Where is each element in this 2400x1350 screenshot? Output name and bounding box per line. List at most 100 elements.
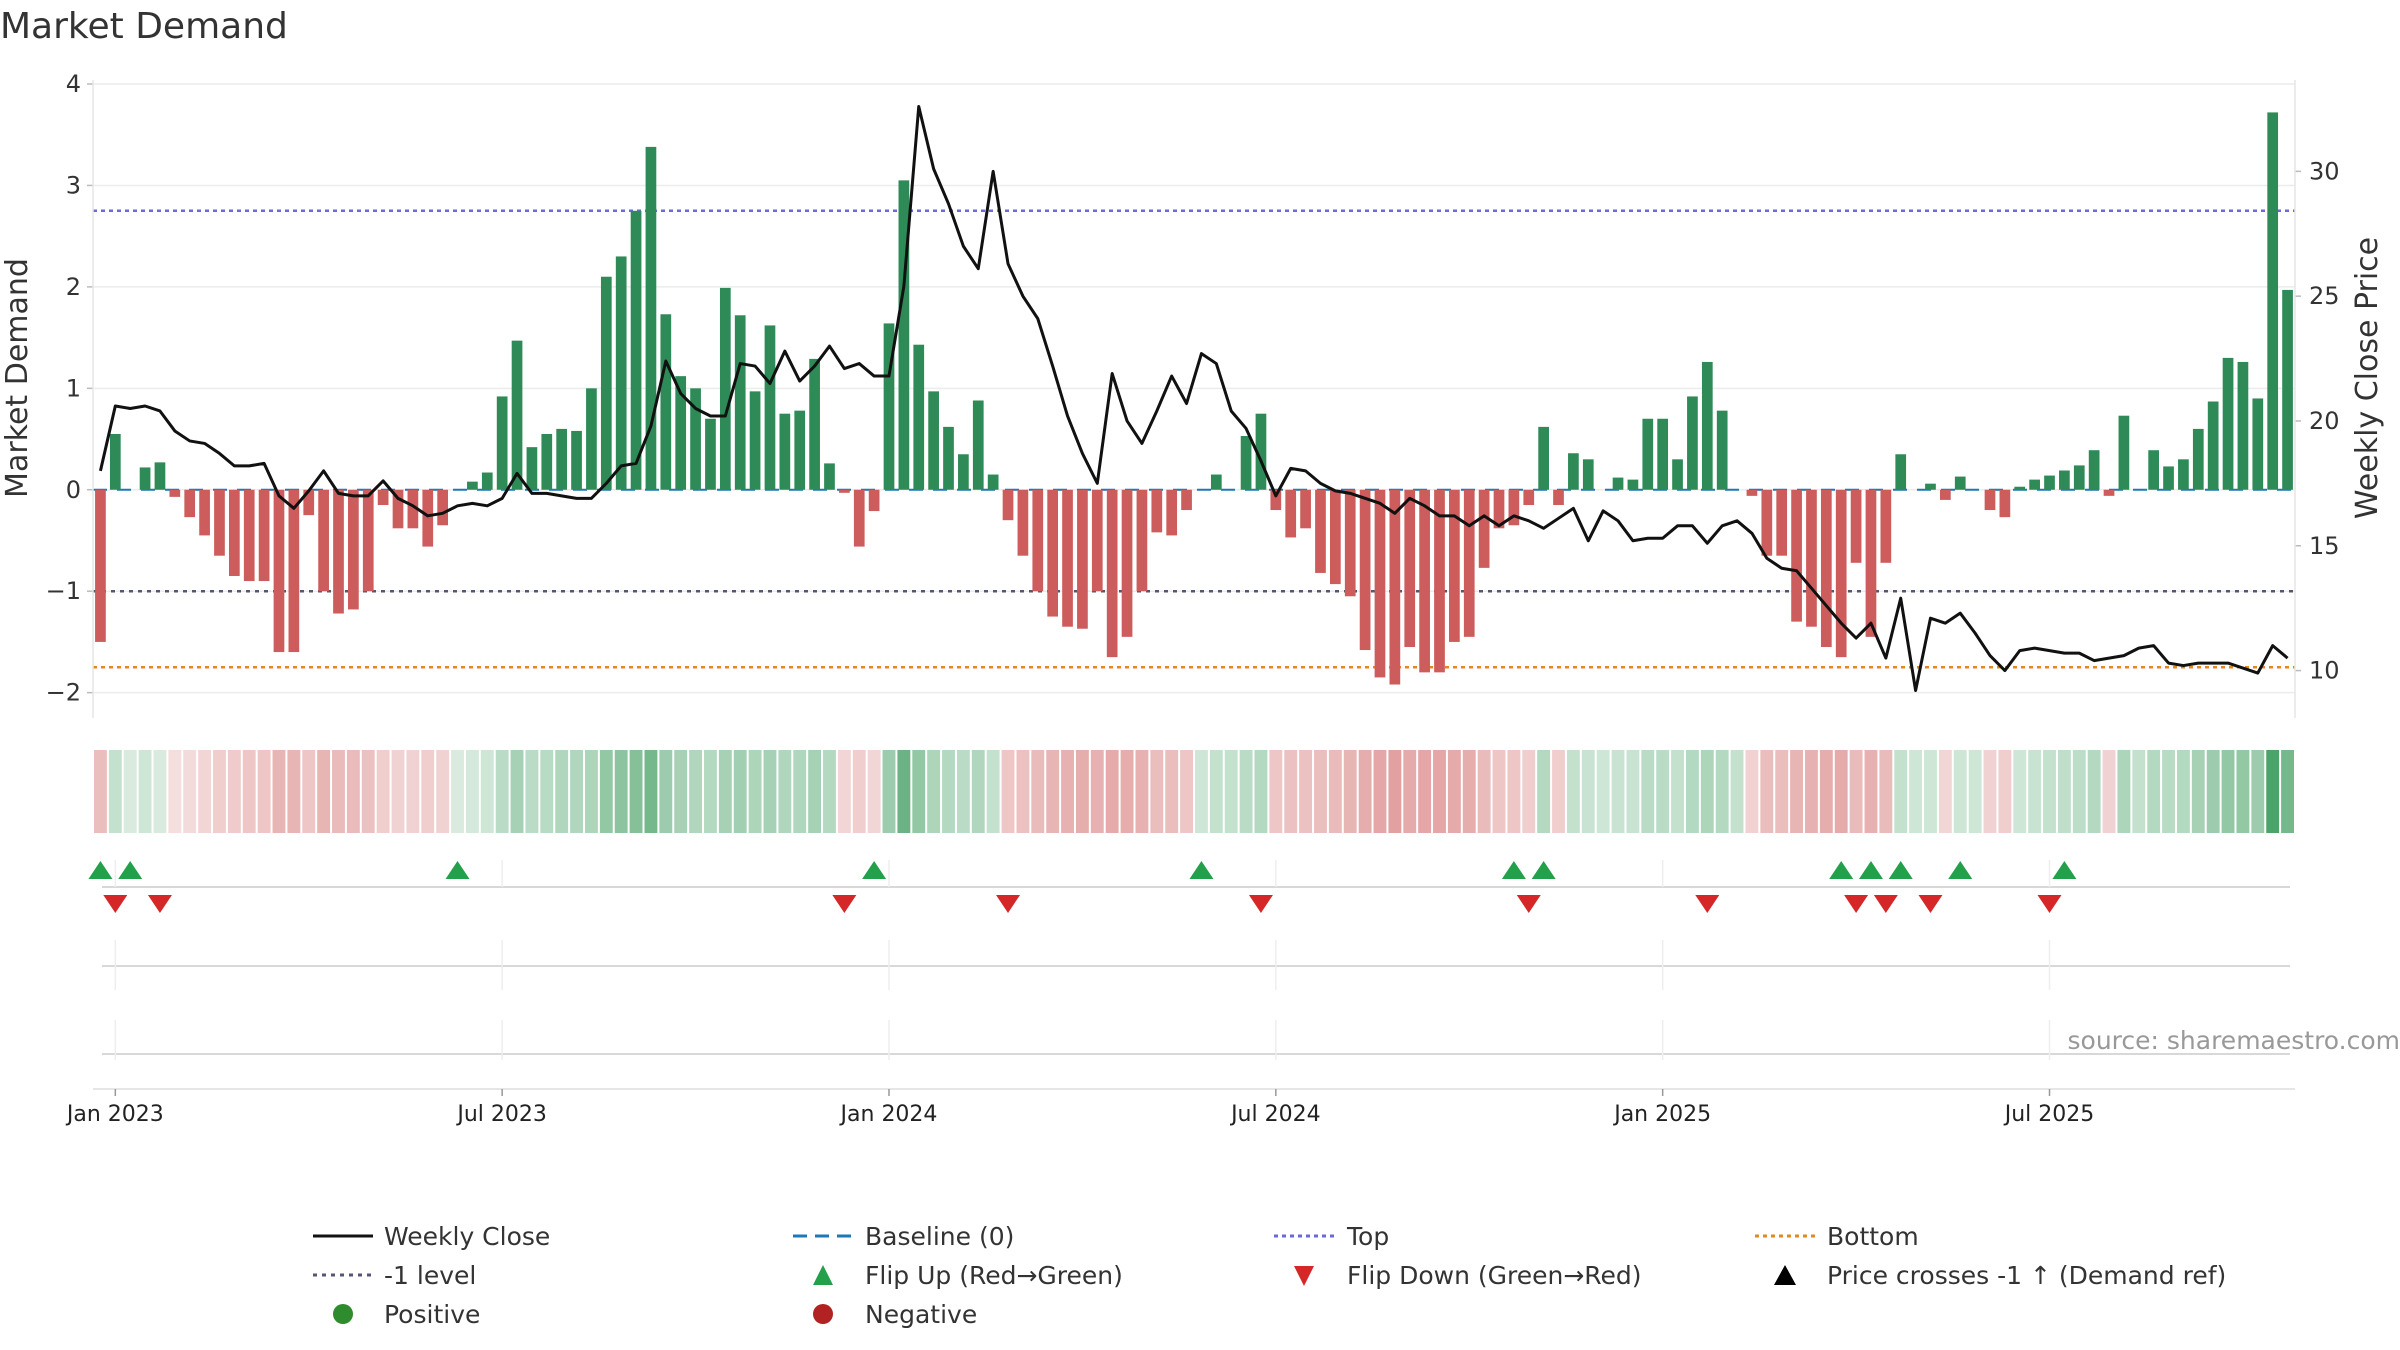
heat-cell: [1849, 750, 1863, 833]
demand-bar-positive: [2088, 450, 2100, 490]
heat-cell: [1105, 750, 1119, 833]
demand-bar-positive: [526, 447, 538, 490]
right-tick-label: 25: [2309, 282, 2340, 310]
demand-bar-positive: [2237, 361, 2249, 490]
heat-cell: [1031, 750, 1045, 833]
heat-cell: [1983, 750, 1997, 833]
heat-cell: [956, 750, 970, 833]
demand-bar-positive: [1954, 476, 1966, 490]
demand-bar-positive: [675, 376, 687, 490]
left-tick-label: 2: [66, 273, 81, 301]
heat-cell: [2266, 750, 2280, 833]
heat-cell: [406, 750, 420, 833]
demand-bar-negative: [1032, 489, 1044, 592]
left-axis-ticks: 4 3 2 1 0 −1 −2: [46, 70, 93, 707]
heat-cell: [1090, 750, 1104, 833]
x-tick-label: Jul 2024: [1229, 1102, 1321, 1127]
demand-bar-positive: [913, 344, 925, 490]
flip-up-marker: [445, 861, 470, 879]
heat-cell: [808, 750, 822, 833]
heat-cell: [1165, 750, 1179, 833]
heat-cell: [2028, 750, 2042, 833]
demand-bar-positive: [2044, 475, 2055, 490]
demand-bar-positive: [2252, 398, 2264, 490]
flip-down-marker: [1248, 895, 1273, 913]
heat-cell: [2176, 750, 2190, 833]
demand-bar-positive: [1538, 426, 1549, 490]
heat-cell: [897, 750, 911, 833]
heat-cell: [1924, 750, 1937, 833]
demand-bar-negative: [1746, 489, 1758, 496]
demand-bar-positive: [1627, 479, 1639, 490]
flip-up-marker: [1829, 861, 1854, 879]
demand-bar-negative: [1017, 489, 1029, 556]
heat-cell: [659, 750, 673, 833]
heat-cell: [1715, 750, 1729, 833]
heat-cell: [1075, 750, 1089, 833]
demand-bar-negative: [1463, 489, 1475, 637]
demand-bar-positive: [1657, 418, 1669, 490]
demand-bar-negative: [1121, 489, 1133, 637]
heat-cell: [1269, 750, 1283, 833]
demand-bar-positive: [943, 426, 954, 490]
demand-bar-negative: [333, 489, 344, 614]
demand-bar-negative: [184, 489, 196, 518]
heat-cell: [1626, 750, 1640, 833]
flip-up-marker: [1501, 861, 1526, 879]
heat-cell: [1150, 750, 1164, 833]
demand-bar-positive: [571, 430, 582, 490]
demand-bar-negative: [362, 489, 374, 592]
heat-cell: [763, 750, 777, 833]
heat-cell: [1492, 750, 1506, 833]
demand-bar-negative: [1865, 489, 1877, 637]
demand-bar-positive: [898, 180, 910, 490]
demand-bar-negative: [1761, 489, 1773, 556]
demand-bar-positive: [1568, 453, 1579, 490]
demand-bar-positive: [2163, 466, 2174, 490]
demand-bar-positive: [496, 396, 508, 490]
legend-price-cross-icon: [1774, 1265, 1796, 1285]
heat-cell: [2117, 750, 2131, 833]
demand-bar-negative: [1835, 489, 1847, 658]
heat-cell: [1864, 750, 1878, 833]
demand-bar-negative: [288, 489, 300, 653]
heat-cell: [1061, 750, 1074, 833]
demand-bar-negative: [868, 489, 880, 512]
heat-cell: [1447, 750, 1461, 833]
demand-bar-negative: [1850, 489, 1862, 563]
weekly-close-line: [98, 104, 2289, 693]
legend-flip-down-icon: [1294, 1266, 1314, 1286]
heat-cell: [1552, 750, 1565, 833]
flip-down-marker: [1516, 895, 1541, 913]
heat-cell: [2132, 750, 2146, 833]
right-tick-label: 30: [2309, 157, 2340, 185]
heat-cell: [2206, 750, 2220, 833]
legend-bottom: Bottom: [1827, 1222, 1919, 1251]
flip-up-marker: [1189, 861, 1214, 879]
heat-cell: [704, 750, 717, 833]
demand-bar-negative: [1478, 489, 1490, 568]
heat-cell: [1938, 750, 1952, 833]
heat-cell: [1328, 750, 1342, 833]
heat-cell: [2191, 750, 2205, 833]
demand-bar-positive: [481, 472, 493, 490]
heat-cell: [1581, 750, 1595, 833]
demand-bar-positive: [1716, 410, 1728, 490]
demand-bar-positive: [556, 428, 568, 490]
heat-cell: [718, 750, 732, 833]
demand-bar-negative: [1880, 489, 1892, 563]
heat-cell: [123, 750, 137, 833]
heat-cell: [1314, 750, 1327, 833]
heat-cell: [1284, 750, 1298, 833]
heat-cell: [823, 750, 836, 833]
heat-cell: [614, 750, 628, 833]
demand-bar-negative: [407, 489, 419, 529]
x-tick-label: Jul 2023: [455, 1102, 547, 1127]
demand-bar-negative: [1449, 489, 1460, 642]
heat-cell: [153, 750, 167, 833]
heat-cell: [376, 750, 390, 833]
heat-cell: [2281, 750, 2294, 833]
heat-cell: [2162, 750, 2175, 833]
heat-cell: [689, 750, 703, 833]
demand-bar-negative: [273, 489, 285, 653]
